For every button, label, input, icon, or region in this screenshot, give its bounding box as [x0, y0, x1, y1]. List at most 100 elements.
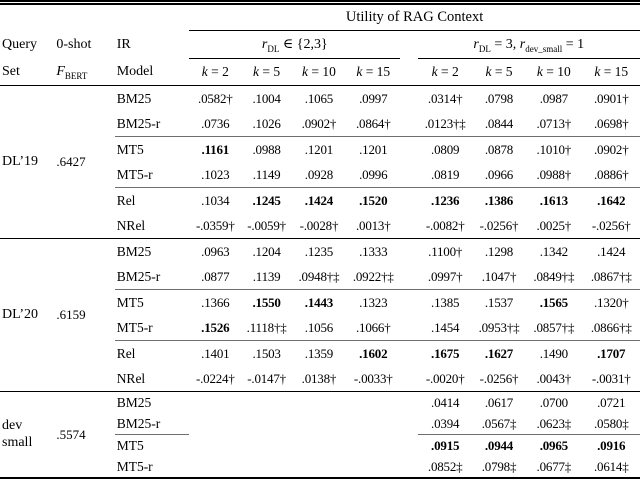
- metric-value: .1526: [201, 319, 230, 335]
- group1-header: rDL ∈ {2,3}: [189, 30, 401, 59]
- ir-model-label: BM25-r: [116, 268, 161, 284]
- metric-value: [291, 391, 347, 413]
- group-gap: [400, 289, 418, 315]
- group-gap: [400, 162, 417, 188]
- metric-value: .1490: [525, 340, 583, 366]
- metric-value: -.0031†: [591, 370, 631, 386]
- ir-model-label: BM25: [116, 90, 152, 106]
- metric-value: .1550: [241, 289, 292, 315]
- metric-value: .0025†: [536, 217, 572, 233]
- metric-value: .1320†: [582, 289, 640, 315]
- metric-value: .0414: [417, 391, 473, 413]
- metric-value: -.0256†: [479, 217, 519, 233]
- group-gap: [400, 340, 418, 366]
- metric-value: .1613: [525, 187, 583, 213]
- column-header-k5: k = 5: [241, 58, 292, 86]
- metric-value: -.0147†: [247, 370, 286, 386]
- group1-condition: ∈ {2,3}: [279, 37, 328, 52]
- group-gap: [400, 136, 418, 162]
- ir-model-label: Rel: [114, 340, 190, 366]
- metric-value: -.0359†: [195, 217, 235, 233]
- column-header-k15: k = 15: [346, 58, 401, 86]
- metric-value: .0798: [484, 90, 514, 106]
- ir-model-label: MT5-r: [116, 458, 153, 474]
- ir-model-label: Rel: [114, 187, 190, 213]
- column-header-k2: k = 2: [417, 58, 473, 86]
- group-gap: [400, 264, 417, 290]
- metric-value: .0867†‡: [590, 268, 632, 284]
- metric-value: .1065: [304, 90, 334, 106]
- metric-value: -.0256†: [591, 217, 631, 233]
- r-variable: r: [261, 37, 268, 52]
- r-subscript-dev-small: dev_small: [525, 43, 563, 54]
- query-col-header-line2: Set: [0, 58, 55, 86]
- metric-value: .0138†: [301, 370, 337, 386]
- metric-value: [292, 435, 346, 457]
- r-subscript-dl: DL: [478, 43, 491, 54]
- ir-model-label: MT5-r: [116, 166, 153, 182]
- query-col-header-line1: Query: [2, 36, 37, 52]
- metric-value: .0123†‡: [424, 115, 466, 131]
- metric-value: -.0033†: [353, 370, 393, 386]
- group-gap: [400, 413, 417, 435]
- metric-value: [189, 456, 241, 477]
- group2-condition-end: = 1: [562, 36, 585, 52]
- metric-value: .0852‡: [427, 458, 463, 474]
- metric-value: .0567‡: [481, 415, 517, 431]
- f-variable: F: [56, 63, 65, 79]
- ir-model-label: BM25: [114, 391, 190, 413]
- header-row-utility: Utility of RAG Context: [0, 5, 640, 31]
- metric-value: .1642: [582, 187, 640, 213]
- metric-value: .0043†: [536, 370, 572, 386]
- metric-value: .1359: [291, 340, 347, 366]
- column-header-k15: k = 15: [582, 58, 640, 86]
- ir-model-label: NRel: [116, 370, 146, 386]
- r-variable: r: [473, 36, 479, 52]
- table-row: NRel -.0359† -.0059† -.0028† .0013† -.0082† -.…: [0, 213, 640, 239]
- metric-value: .1118†‡: [246, 319, 287, 335]
- metric-value: .0394: [431, 415, 460, 431]
- metric-value: .0698†: [593, 115, 629, 131]
- metric-value: .1443: [291, 289, 347, 315]
- metric-value: .1236: [417, 187, 473, 213]
- metric-value: .1602: [346, 340, 401, 366]
- table-row: NRel -.0224† -.0147† .0138† -.0033† -.0020† -.…: [0, 366, 640, 392]
- metric-value: .0965: [525, 434, 583, 456]
- f-subscript-bert: BERT: [64, 70, 88, 81]
- metric-value: .0988: [241, 136, 292, 162]
- ir-col-header-line2: Model: [114, 58, 190, 86]
- metric-value: .0864†: [355, 115, 391, 131]
- table-row: DL’19 .6427 BM25 .0582† .1004 .1065 .0997 .0314…: [0, 86, 640, 170]
- metric-value: .1298: [472, 238, 526, 264]
- metric-value: [189, 391, 242, 413]
- table-row: dev small .5574 BM25 .0414.0617.0700.0721: [0, 391, 640, 477]
- metric-value: .1204: [241, 238, 292, 264]
- fbert-score: .6427: [56, 154, 86, 169]
- metric-value: -.0256†: [479, 370, 519, 386]
- metric-value: -.0082†: [425, 217, 465, 233]
- metric-value: .0582†: [198, 90, 233, 106]
- metric-value: .0866†‡: [590, 319, 632, 335]
- table-row: MT5-r .1023 .1149 .0928 .0996 .0819 .0966 .0988…: [0, 162, 640, 188]
- ir-model-label: MT5: [114, 434, 190, 456]
- metric-value: .0013†: [355, 217, 391, 233]
- group-gap: [400, 213, 417, 239]
- metric-value: .0996: [359, 166, 388, 182]
- metric-value: .1627: [472, 340, 526, 366]
- metric-value: .1366: [189, 289, 242, 315]
- metric-value: .0617: [472, 391, 526, 413]
- metric-value: .0997: [359, 90, 388, 106]
- query-set-label: DL’19: [2, 153, 39, 169]
- ir-model-label: BM25-r: [116, 415, 161, 431]
- metric-value: [241, 456, 291, 477]
- metric-value: .1342: [525, 238, 583, 264]
- metric-value: .0736: [201, 115, 230, 131]
- utility-of-rag-context-header: Utility of RAG Context: [189, 5, 640, 31]
- metric-value: .0614‡: [593, 458, 629, 474]
- ir-model-label: MT5: [114, 136, 190, 162]
- group-gap: [400, 58, 418, 86]
- table-row: Rel .1401.1503.1359.1602 .1675.1627.1490.1…: [0, 340, 640, 366]
- metric-value: .0713†: [536, 115, 572, 131]
- metric-value: [189, 435, 241, 457]
